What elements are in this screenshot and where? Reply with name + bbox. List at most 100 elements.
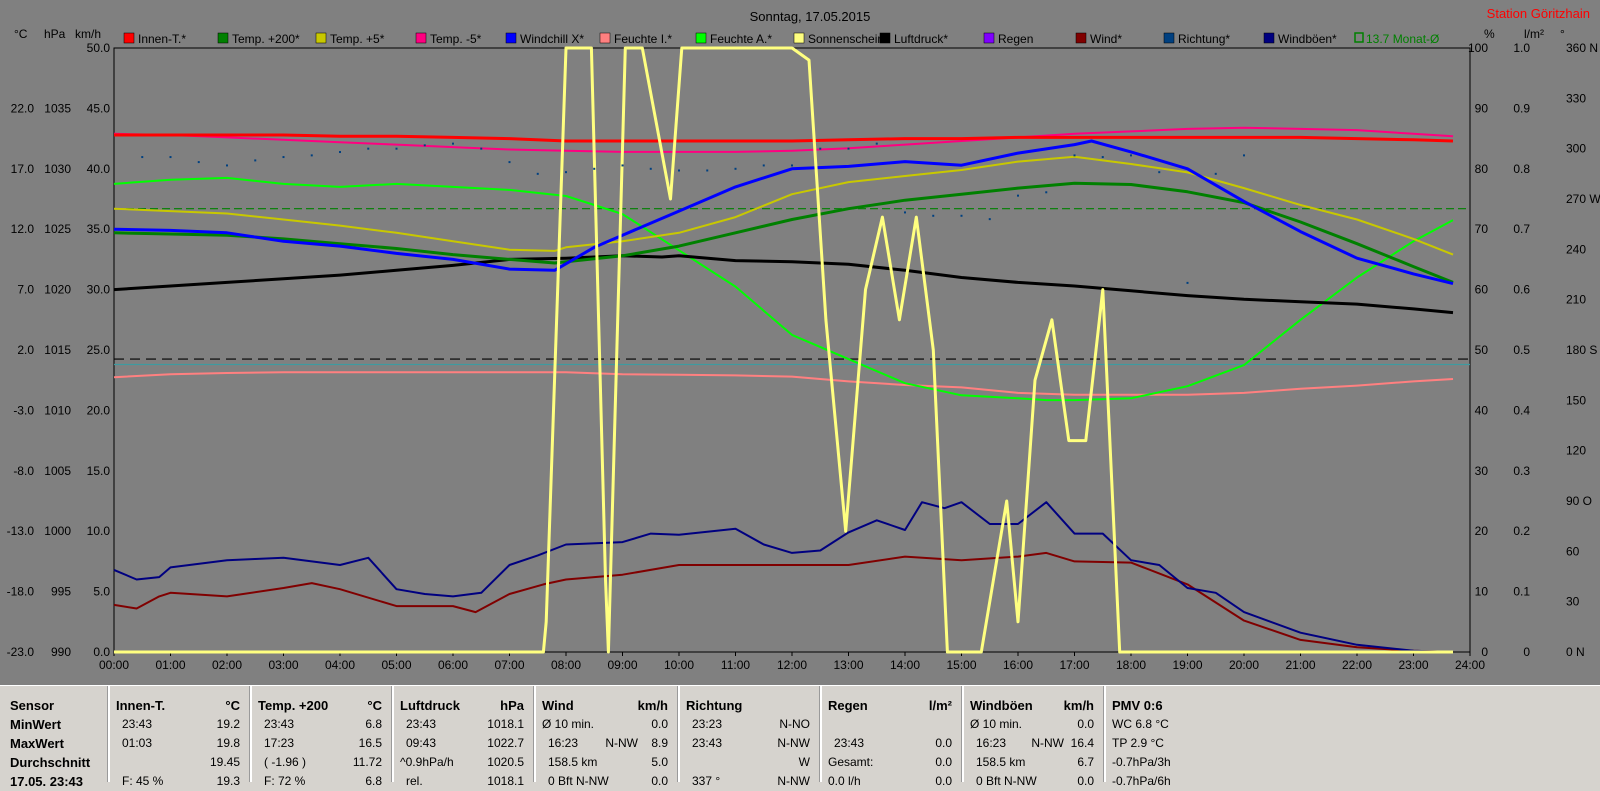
druck-avg: 1020.5	[487, 755, 524, 769]
druck-max-time: 09:43	[406, 736, 437, 750]
innen-avg: 19.45	[209, 755, 240, 769]
regen-header: Regen	[828, 698, 868, 713]
legend-label: Windchill X*	[520, 32, 584, 46]
temp200-min-time: 23:43	[264, 717, 295, 731]
x-tick-label: 03:00	[268, 658, 298, 672]
x-tick-label: 13:00	[833, 658, 863, 672]
direction-dot	[988, 218, 991, 221]
pmv-windchill: WC 6.8 °C	[1112, 717, 1169, 731]
unit-celsius: °C	[14, 27, 28, 41]
richtung-avg: W	[798, 755, 810, 769]
percent-tick: 0	[1481, 645, 1488, 659]
temp200-min-val: 6.8	[365, 717, 382, 731]
wind-max-time: 16:23	[548, 736, 579, 750]
direction-dot	[762, 164, 765, 167]
boeen-unit: km/h	[1063, 698, 1094, 713]
x-tick-label: 22:00	[1342, 658, 1372, 672]
celsius-tick: 22.0	[11, 101, 35, 115]
direction-tick: 330	[1566, 91, 1586, 105]
weather-chart: Sonntag, 17.05.2015 Station Göritzhain °…	[0, 0, 1600, 685]
x-tick-label: 02:00	[212, 658, 242, 672]
legend-label: Temp. +5*	[330, 32, 385, 46]
regen-current-val: 0.0	[935, 774, 952, 788]
regen-max-time: 23:43	[834, 736, 865, 750]
x-tick-label: 08:00	[551, 658, 581, 672]
legend-swatch	[695, 32, 707, 44]
direction-dot	[1130, 154, 1132, 157]
series-innen	[114, 133, 1454, 143]
hpa-tick: 1000	[44, 524, 71, 538]
direction-dot	[1158, 171, 1161, 174]
direction-tick: 240	[1566, 242, 1586, 256]
series-temp_5	[113, 155, 1454, 256]
legend-label: Temp. -5*	[430, 32, 482, 46]
temp200-max-time: 17:23	[264, 736, 295, 750]
legend-swatch	[1354, 32, 1364, 43]
pmv-trend3h: -0.7hPa/3h	[1112, 755, 1171, 769]
richtung-min-time: 23:23	[692, 717, 723, 731]
kmh-tick: 45.0	[87, 101, 111, 115]
innen-current-note: F: 45 %	[122, 774, 164, 788]
innen-max-val: 19.8	[216, 736, 240, 750]
direction-dot	[706, 169, 709, 172]
temp200-current-val: 6.8	[365, 774, 382, 788]
direction-tick: 120	[1566, 444, 1586, 458]
direction-dot	[508, 161, 511, 164]
direction-dot	[565, 171, 567, 174]
percent-tick: 90	[1475, 101, 1489, 115]
x-tick-label: 19:00	[1172, 658, 1202, 672]
min-label: MinWert	[10, 717, 62, 732]
percent-tick: 60	[1475, 283, 1489, 297]
druck-current-note: rel.	[406, 774, 423, 788]
legend-swatch	[793, 32, 805, 44]
station-label: Station Göritzhain	[1487, 6, 1590, 21]
wind-unit: km/h	[637, 698, 668, 713]
temp200-header: Temp. +200	[258, 698, 329, 713]
x-tick-label: 21:00	[1285, 658, 1315, 672]
druck-avg-note: ^0.9hPa/h	[400, 755, 454, 769]
direction-dot	[847, 147, 850, 150]
hpa-tick: 1005	[44, 464, 71, 478]
direction-tick: 300	[1566, 142, 1586, 156]
boeen-max-val: 16.4	[1070, 736, 1094, 750]
richtung-max-val: N-NW	[777, 736, 810, 750]
richtung-current-note: 337 °	[692, 774, 721, 788]
celsius-tick: -13.0	[7, 524, 35, 538]
kmh-tick: 50.0	[87, 41, 111, 55]
regen-current-note: 0.0 l/h	[828, 774, 861, 788]
kmh-tick: 20.0	[87, 403, 111, 417]
direction-dot	[678, 169, 680, 172]
series-feuchte_innen	[113, 371, 1454, 396]
direction-tick: 180 S	[1566, 343, 1597, 357]
percent-tick: 40	[1475, 403, 1489, 417]
direction-dot	[1186, 281, 1189, 284]
percent-tick: 70	[1475, 222, 1489, 236]
direction-dot	[1243, 154, 1245, 157]
boeen-current-note: 0 Bft N-NW	[976, 774, 1037, 788]
hpa-tick: 1030	[44, 162, 71, 176]
direction-tick: 60	[1566, 544, 1580, 558]
kmh-tick: 10.0	[87, 524, 111, 538]
direction-tick: 210	[1566, 293, 1586, 307]
kmh-tick: 15.0	[87, 464, 111, 478]
legend-label: Wind*	[1090, 32, 1122, 46]
druck-min-time: 23:43	[406, 717, 437, 731]
boeen-header: Windböen	[970, 698, 1033, 713]
direction-dot	[1073, 154, 1076, 157]
wind-max-dir: N-NW	[605, 736, 638, 750]
unit-percent: %	[1484, 27, 1495, 41]
x-tick-label: 01:00	[155, 658, 185, 672]
direction-dot	[1017, 194, 1019, 197]
percent-tick: 50	[1475, 343, 1489, 357]
kmh-tick: 35.0	[87, 222, 111, 236]
hpa-tick: 990	[51, 645, 71, 659]
stats-col-pmv: PMV 0:6 WC 6.8 °C TP 2.9 °C -0.7hPa/3h -…	[1104, 686, 1600, 788]
pmv-dewpoint: TP 2.9 °C	[1112, 736, 1164, 750]
x-tick-label: 10:00	[664, 658, 694, 672]
boeen-max-time: 16:23	[976, 736, 1007, 750]
x-tick-label: 05:00	[381, 658, 411, 672]
innen-max-time: 01:03	[122, 736, 153, 750]
direction-tick: 0 N	[1566, 645, 1585, 659]
rain-tick: 0.2	[1513, 524, 1530, 538]
hpa-tick: 1010	[44, 403, 71, 417]
